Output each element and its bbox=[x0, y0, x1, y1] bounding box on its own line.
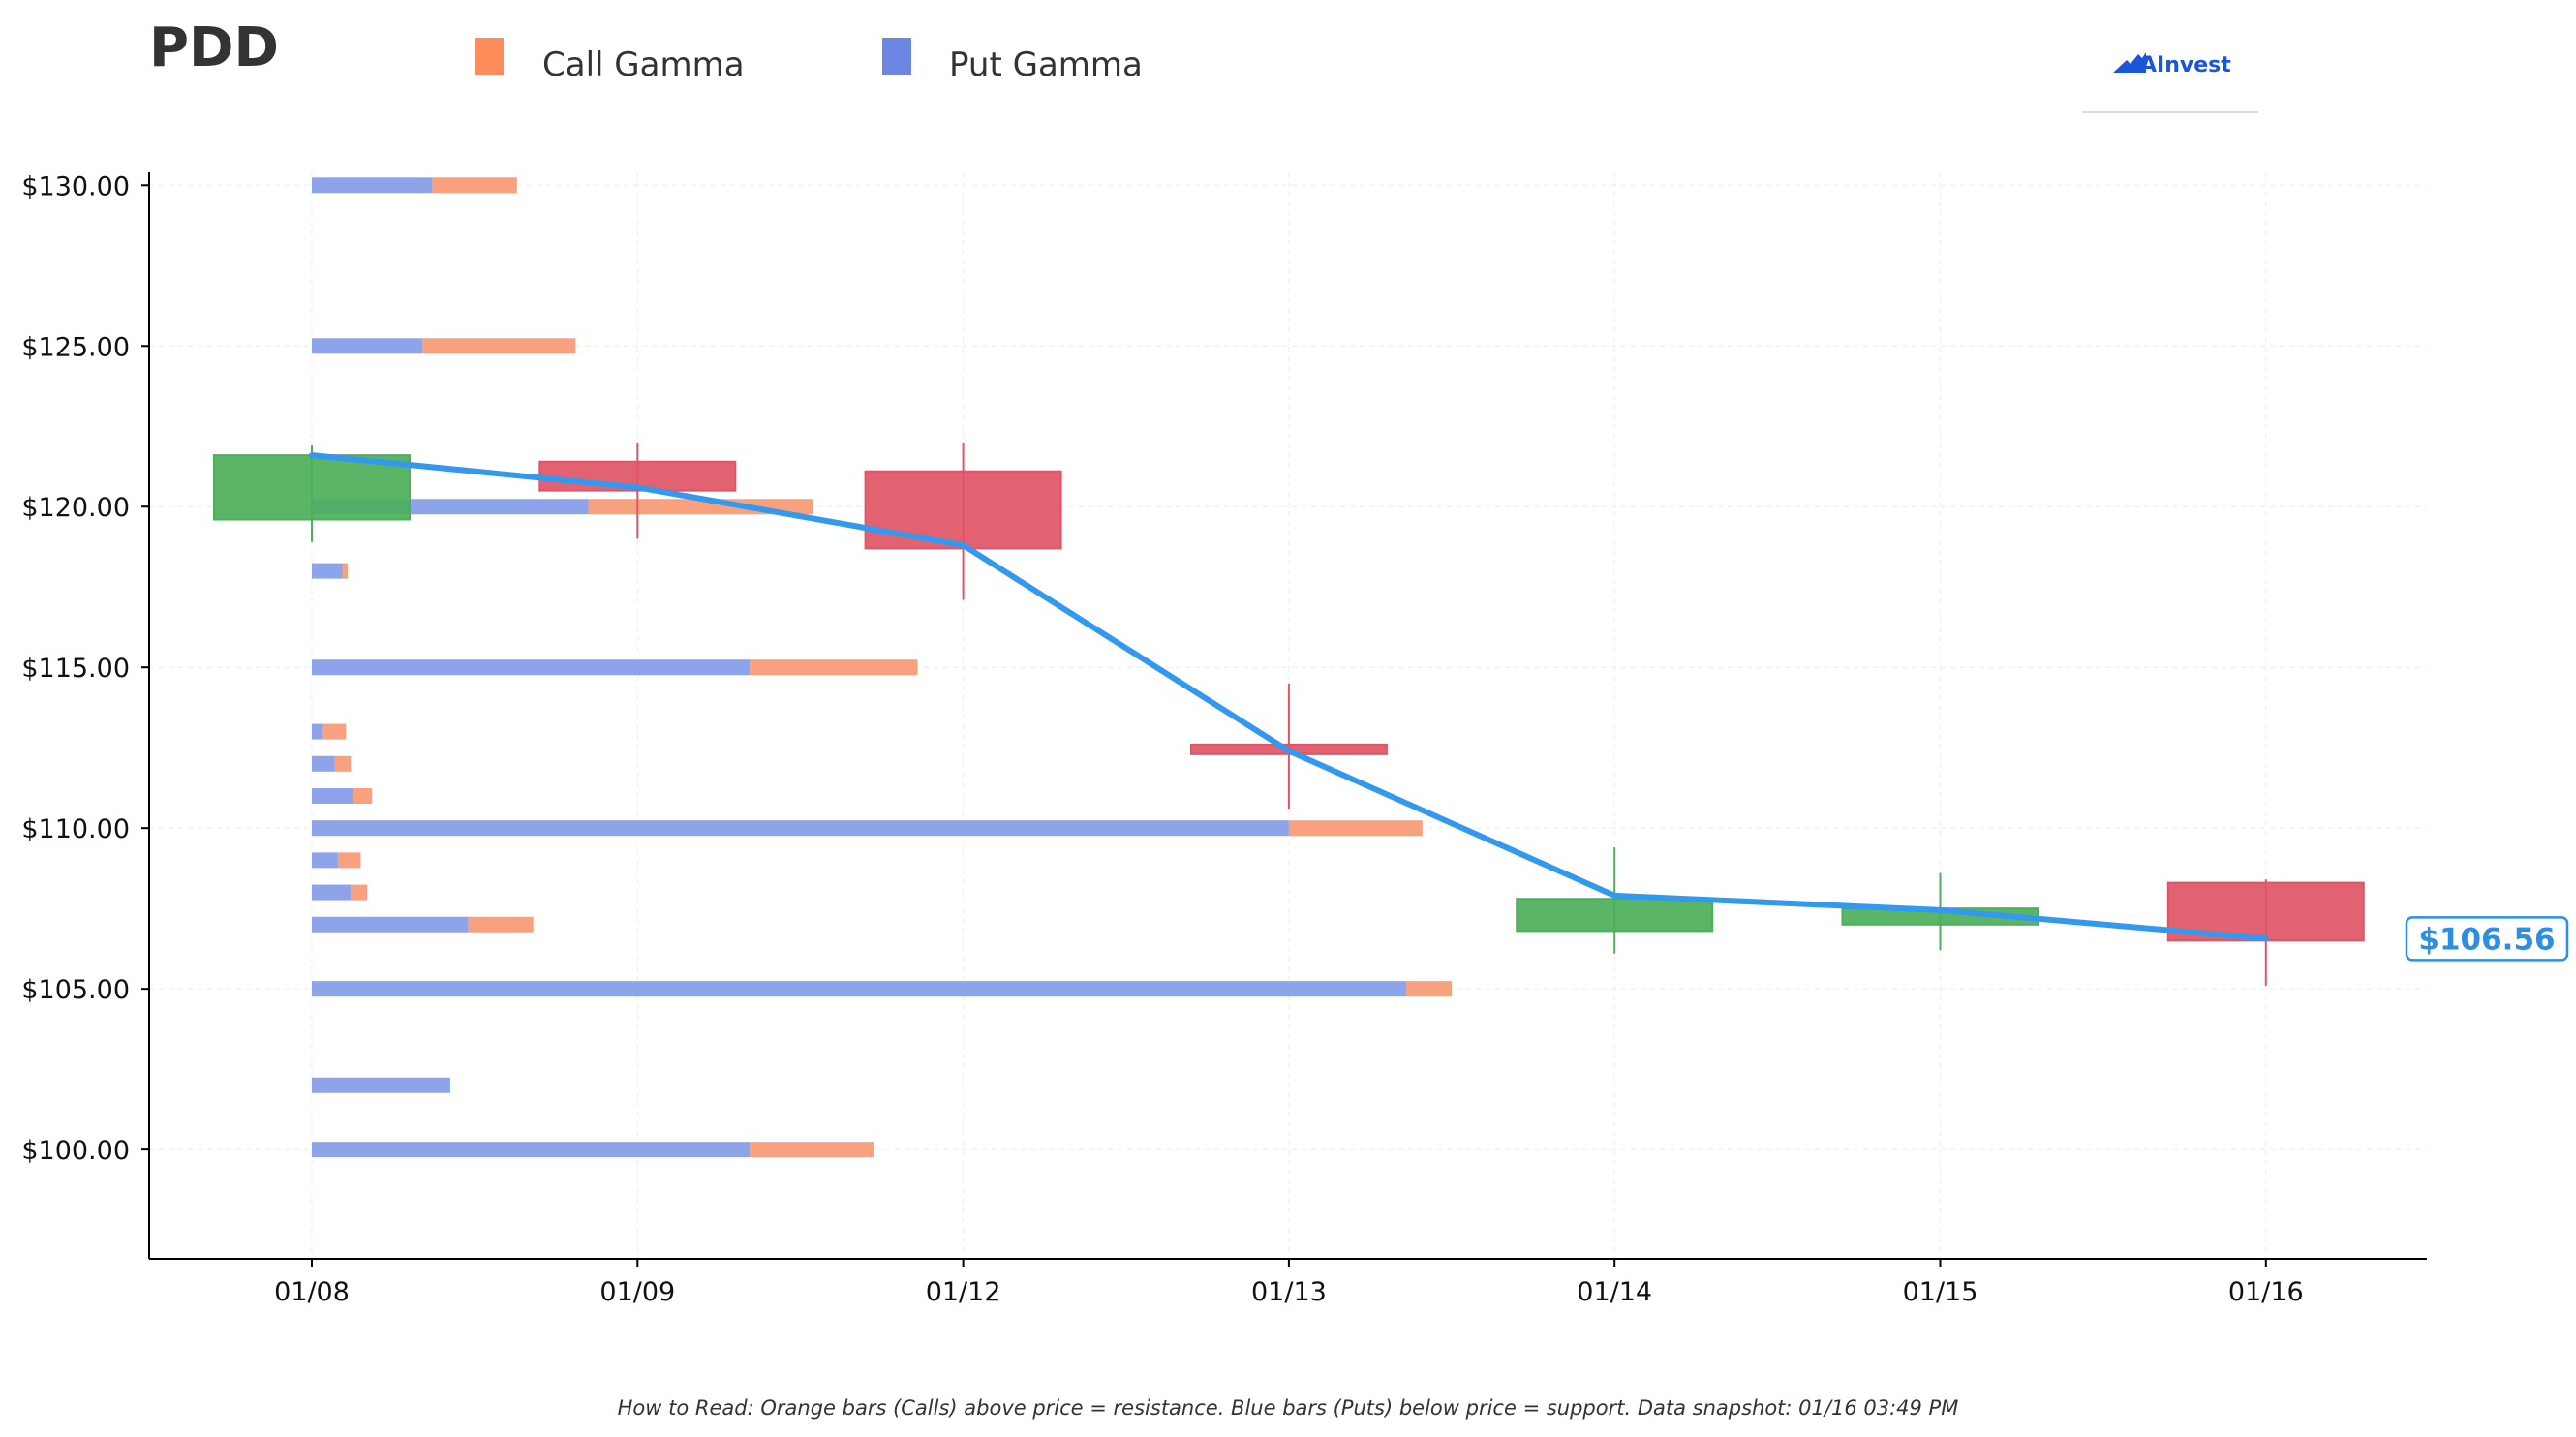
x-tick-label: 01/13 bbox=[1251, 1277, 1327, 1307]
y-tick-label: $130.00 bbox=[21, 171, 130, 201]
put-gamma-bar bbox=[312, 884, 352, 901]
call-gamma-bar bbox=[750, 659, 918, 676]
put-gamma-bar bbox=[312, 755, 335, 772]
last-price-badge: $106.56 bbox=[2405, 916, 2569, 962]
legend-put-swatch bbox=[882, 38, 911, 75]
call-gamma-bar bbox=[422, 338, 576, 354]
candle-body bbox=[1516, 898, 1714, 933]
legend: Call Gamma Put Gamma bbox=[475, 38, 1143, 84]
y-tick-label: $120.00 bbox=[21, 493, 130, 523]
call-gamma-bar bbox=[468, 916, 534, 933]
x-tick-label: 01/12 bbox=[926, 1277, 1001, 1307]
axes bbox=[141, 172, 2427, 1267]
x-tick-label: 01/15 bbox=[1903, 1277, 1978, 1307]
call-gamma-bar bbox=[1288, 820, 1423, 837]
tick-labels: $100.00 $105.00 $110.00 $115.00 $120.00 $125.… bbox=[21, 171, 2303, 1307]
y-tick-label: $125.00 bbox=[21, 332, 130, 362]
call-gamma-bar bbox=[750, 1142, 874, 1158]
call-gamma-bar bbox=[334, 755, 352, 772]
legend-call-swatch bbox=[475, 38, 504, 75]
candle-body bbox=[864, 470, 1062, 550]
y-tick-label: $115.00 bbox=[21, 654, 130, 684]
call-gamma-bar bbox=[432, 177, 517, 194]
x-tick-label: 01/16 bbox=[2228, 1277, 2304, 1307]
put-gamma-bar bbox=[312, 1077, 450, 1093]
put-gamma-bar bbox=[312, 852, 338, 869]
put-gamma-bar bbox=[312, 820, 1289, 837]
candle-body bbox=[213, 454, 411, 521]
call-gamma-bar bbox=[351, 884, 368, 901]
put-gamma-bar bbox=[312, 177, 433, 194]
brand-logo: AInvest bbox=[2082, 52, 2258, 113]
y-tick-label: $100.00 bbox=[21, 1136, 130, 1166]
call-gamma-bar bbox=[337, 852, 361, 869]
put-gamma-bar bbox=[312, 981, 1406, 997]
call-gamma-bar bbox=[322, 723, 347, 740]
call-gamma-bar bbox=[353, 787, 373, 804]
brand-name: AInvest bbox=[2140, 53, 2231, 77]
put-gamma-bar bbox=[312, 916, 469, 933]
last-price-box bbox=[2405, 916, 2569, 962]
x-tick-label: 01/14 bbox=[1577, 1277, 1652, 1307]
gamma-bars bbox=[312, 177, 1453, 1158]
price-line-group bbox=[309, 452, 2269, 942]
call-gamma-bar bbox=[1405, 981, 1453, 997]
legend-call-label: Call Gamma bbox=[542, 46, 745, 84]
footnote: How to Read: Orange bars (Calls) above p… bbox=[618, 1396, 1959, 1420]
price-line bbox=[309, 452, 2269, 942]
put-gamma-bar bbox=[312, 787, 353, 804]
put-gamma-bar bbox=[312, 659, 751, 676]
put-gamma-bar bbox=[312, 1142, 751, 1158]
legend-put-label: Put Gamma bbox=[949, 46, 1143, 84]
x-tick-label: 01/08 bbox=[274, 1277, 350, 1307]
y-tick-label: $105.00 bbox=[21, 975, 130, 1005]
put-gamma-bar bbox=[312, 563, 343, 579]
put-gamma-bar bbox=[312, 723, 323, 740]
put-gamma-bar bbox=[312, 338, 423, 354]
x-tick-label: 01/09 bbox=[599, 1277, 675, 1307]
y-tick-label: $110.00 bbox=[21, 814, 130, 844]
call-gamma-bar bbox=[342, 563, 348, 579]
chart-title: PDD bbox=[149, 16, 279, 79]
brand-logo-icon bbox=[2113, 52, 2146, 73]
last-price-label: $106.56 bbox=[2418, 922, 2555, 957]
